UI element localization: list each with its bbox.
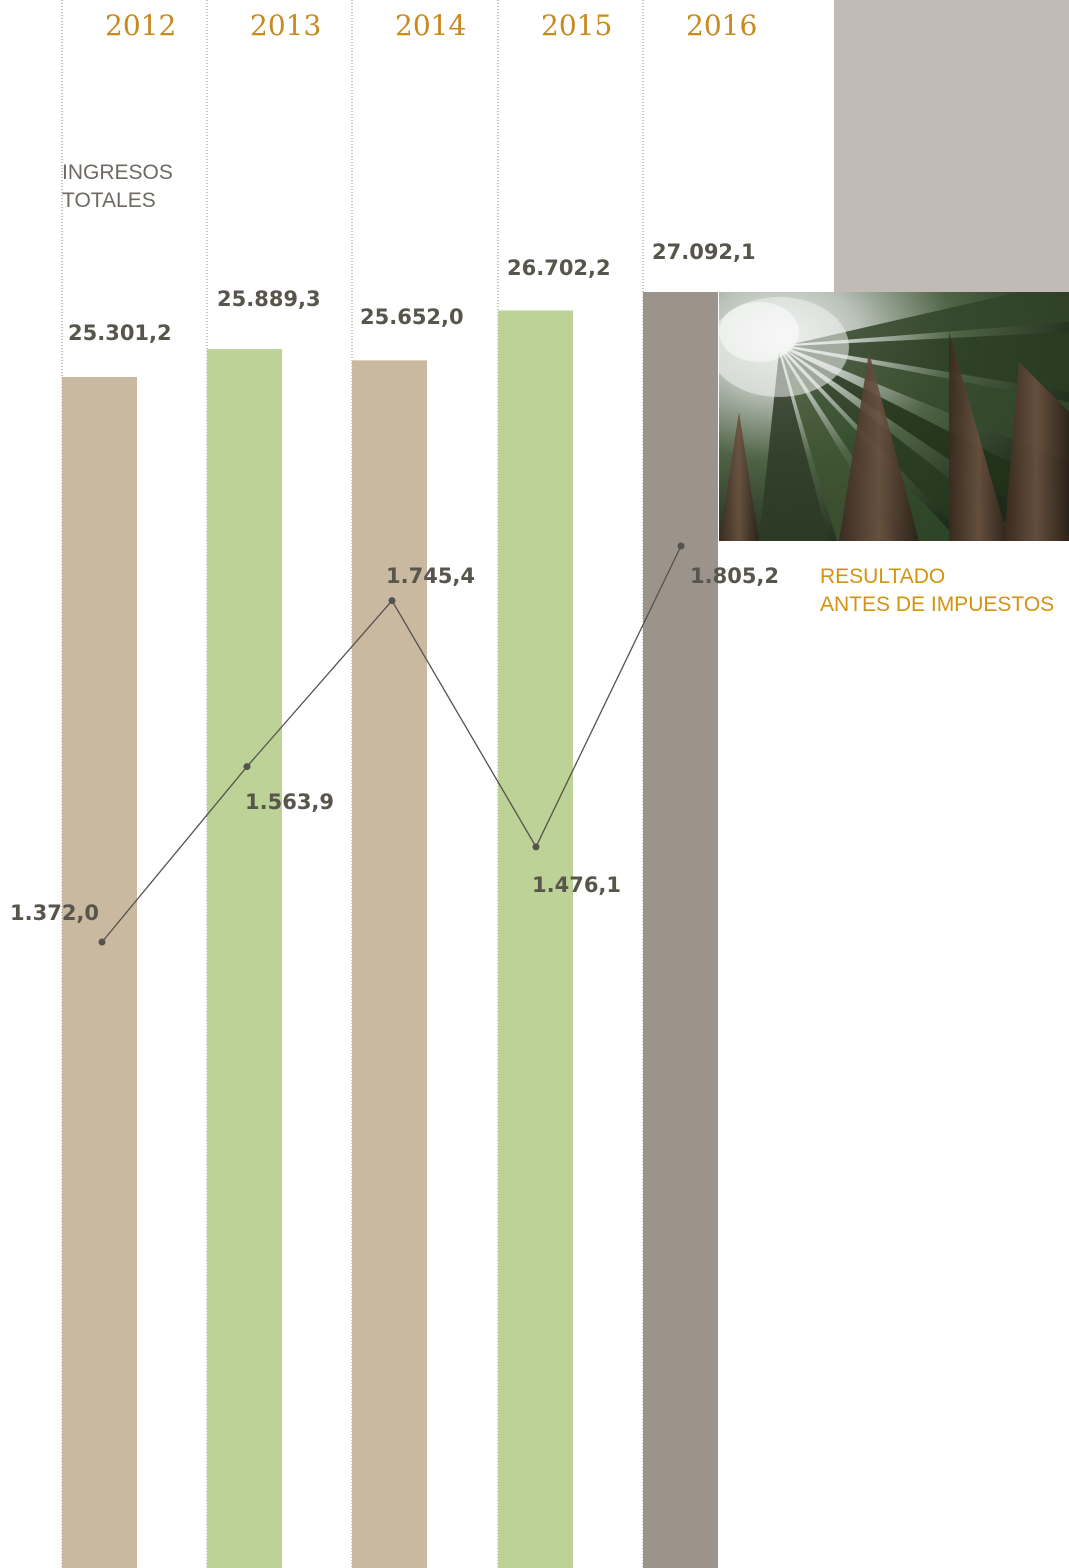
bar-value-2015: 26.702,2 — [507, 256, 611, 280]
bar-value-2014: 25.652,0 — [360, 305, 464, 329]
bar-2013 — [207, 349, 282, 1568]
line-point-2014 — [388, 597, 396, 605]
line-point-2012 — [98, 938, 106, 946]
year-label-2015: 2015 — [541, 9, 612, 42]
line-point-2016 — [677, 542, 685, 550]
line-title-line2: ANTES DE IMPUESTOS — [820, 593, 1054, 616]
bar-value-labels: 25.301,2 25.889,3 25.652,0 26.702,2 27.092,1 — [68, 240, 756, 345]
bar-2014 — [352, 360, 427, 1568]
line-title-line1: RESULTADO — [820, 565, 945, 588]
line-point-2015 — [532, 843, 540, 851]
line-value-labels: 1.372,0 1.563,9 1.745,4 1.476,1 1.805,2 — [10, 564, 779, 925]
line-point-2013 — [243, 763, 251, 771]
bar-series — [62, 292, 718, 1568]
bar-2015 — [498, 310, 573, 1568]
year-label-2012: 2012 — [105, 9, 176, 42]
bars-title-line1: INGRESOS — [62, 161, 173, 184]
bar-value-2016: 27.092,1 — [652, 240, 756, 264]
line-value-2013: 1.563,9 — [245, 790, 334, 814]
year-label-2016: 2016 — [686, 9, 757, 42]
bar-2016 — [643, 292, 718, 1568]
year-label-2013: 2013 — [250, 9, 321, 42]
bar-2012 — [62, 377, 137, 1568]
line-value-2015: 1.476,1 — [532, 873, 621, 897]
line-series — [98, 542, 685, 946]
bar-value-2013: 25.889,3 — [217, 287, 321, 311]
line-value-2016: 1.805,2 — [690, 564, 779, 588]
year-labels: 2012 2013 2014 2015 2016 — [105, 9, 757, 42]
grey-decorative-block — [834, 0, 1069, 292]
forest-canopy-image — [719, 292, 1069, 541]
forest-canopy-icon — [719, 292, 1069, 541]
line-value-2012: 1.372,0 — [10, 901, 99, 925]
year-label-2014: 2014 — [395, 9, 466, 42]
bars-title-line2: TOTALES — [62, 189, 156, 212]
bar-value-2012: 25.301,2 — [68, 321, 172, 345]
line-value-2014: 1.745,4 — [386, 564, 475, 588]
